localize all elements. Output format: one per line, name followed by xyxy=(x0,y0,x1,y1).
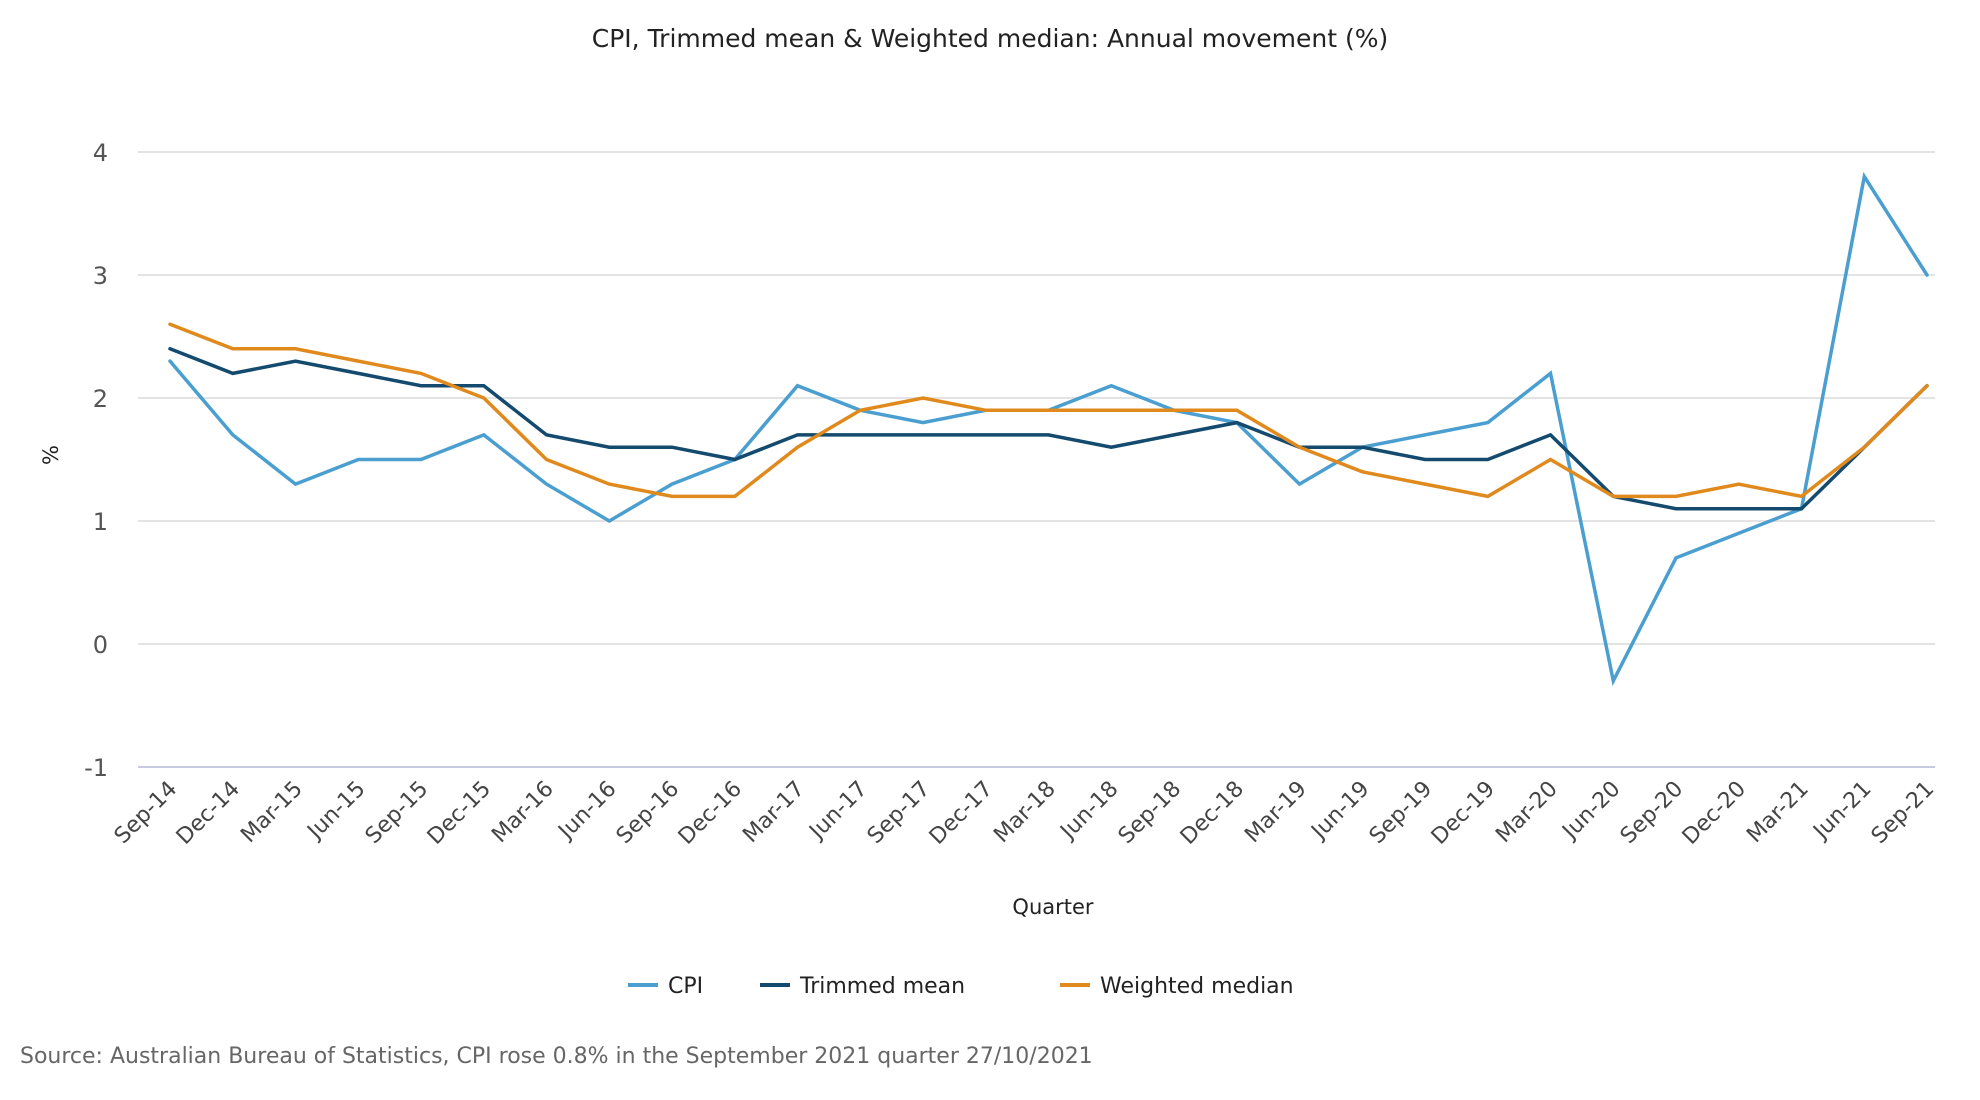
x-tick-label: Mar-18 xyxy=(989,777,1060,848)
x-tick-label: Sep-18 xyxy=(1114,777,1186,849)
x-tick-label: Dec-18 xyxy=(1176,777,1249,850)
x-tick-label: Mar-21 xyxy=(1742,777,1813,848)
x-tick-label: Dec-17 xyxy=(925,777,998,850)
x-tick-label: Jun-15 xyxy=(302,777,371,846)
x-tick-label: Mar-20 xyxy=(1491,777,1562,848)
x-tick-label: Mar-16 xyxy=(487,777,558,848)
x-tick-label: Sep-19 xyxy=(1365,777,1437,849)
x-tick-label: Mar-19 xyxy=(1240,777,1311,848)
legend: CPI Trimmed mean Weighted median xyxy=(628,974,1294,999)
y-tick-label: 0 xyxy=(93,631,108,659)
y-axis-title: % xyxy=(39,445,63,465)
series-line-trimmed-mean xyxy=(168,347,1929,511)
x-tick-label: Sep-15 xyxy=(361,777,433,849)
x-tick-label: Sep-20 xyxy=(1616,777,1688,849)
x-tick-label: Jun-21 xyxy=(1808,777,1877,846)
legend-label: CPI xyxy=(668,974,703,999)
x-axis-ticks: Sep-14Dec-14Mar-15Jun-15Sep-15Dec-15Mar-… xyxy=(110,777,1939,850)
x-tick-label: Dec-19 xyxy=(1427,777,1500,850)
series-line-cpi xyxy=(168,171,1929,687)
y-tick-label: 2 xyxy=(93,385,108,413)
y-tick-label: -1 xyxy=(84,754,108,782)
x-tick-label: Jun-19 xyxy=(1306,777,1375,846)
x-tick-label: Jun-16 xyxy=(553,777,622,846)
x-tick-label: Mar-17 xyxy=(738,777,809,848)
y-tick-label: 1 xyxy=(93,508,108,536)
x-tick-label: Dec-14 xyxy=(172,777,245,850)
y-axis-ticks: -1 0 1 2 3 4 xyxy=(84,139,108,782)
legend-item: Trimmed mean xyxy=(760,974,965,999)
series-lines xyxy=(168,171,1929,687)
legend-item: CPI xyxy=(628,974,703,999)
x-tick-label: Jun-20 xyxy=(1557,777,1626,846)
series-line-weighted-median xyxy=(168,322,1929,499)
x-tick-label: Sep-16 xyxy=(612,777,684,849)
legend-item: Weighted median xyxy=(1060,974,1294,999)
x-axis-title: Quarter xyxy=(1012,895,1093,919)
x-tick-label: Dec-16 xyxy=(674,777,747,850)
x-tick-label: Dec-20 xyxy=(1678,777,1751,850)
x-tick-label: Sep-21 xyxy=(1867,777,1939,849)
chart-title: CPI, Trimmed mean & Weighted median: Ann… xyxy=(591,24,1389,53)
x-tick-label: Jun-18 xyxy=(1055,777,1124,846)
x-tick-label: Dec-15 xyxy=(423,777,496,850)
legend-label: Trimmed mean xyxy=(799,974,965,999)
y-tick-label: 3 xyxy=(93,262,108,290)
x-tick-label: Sep-14 xyxy=(110,777,182,849)
gridlines xyxy=(138,151,1935,768)
legend-label: Weighted median xyxy=(1100,974,1294,999)
x-tick-label: Mar-15 xyxy=(236,777,307,848)
x-tick-label: Jun-17 xyxy=(804,777,873,846)
x-tick-label: Sep-17 xyxy=(863,777,935,849)
y-tick-label: 4 xyxy=(93,139,108,167)
source-note: Source: Australian Bureau of Statistics,… xyxy=(20,1044,1093,1069)
